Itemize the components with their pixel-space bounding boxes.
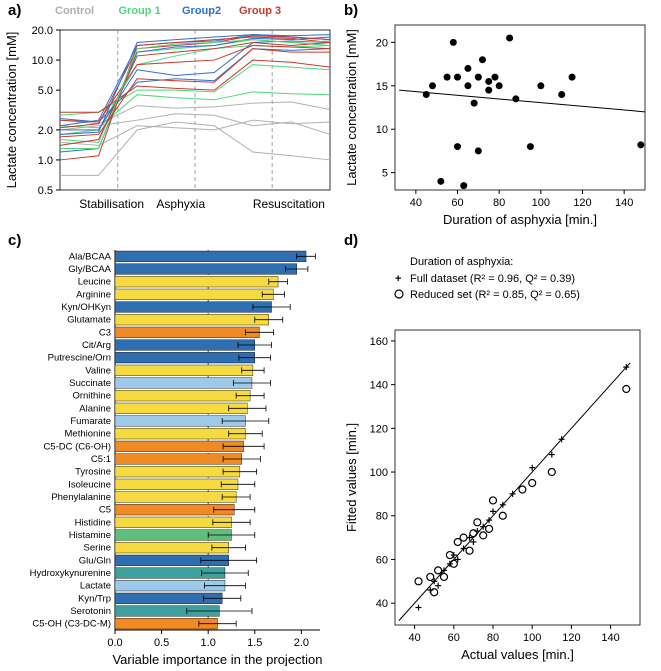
svg-text:5: 5 <box>382 168 388 180</box>
svg-text:80: 80 <box>376 511 388 523</box>
svg-text:Methionine: Methionine <box>65 429 111 440</box>
panel-a-label: a) <box>8 2 21 19</box>
svg-text:Hydroxykynurenine: Hydroxykynurenine <box>30 568 111 579</box>
svg-text:140: 140 <box>615 197 633 209</box>
svg-text:Variable importance in the pro: Variable importance in the projection <box>112 652 322 666</box>
svg-text:60: 60 <box>451 197 463 209</box>
panel-c-svg: 0.0 0.5 1.0 1.5 2.0 Ala/BCAA Gly/BCAA LeucineAr… <box>0 230 340 666</box>
panel-d-svg: Duration of asphyxia: + Full dataset (R² =… <box>340 230 661 666</box>
svg-text:Tyrosine: Tyrosine <box>75 467 111 478</box>
svg-text:Gly/BCAA: Gly/BCAA <box>68 264 111 275</box>
svg-text:15: 15 <box>376 81 388 93</box>
panel-b-svg: 40 60 80 100 120 140 5 10 15 20 Duration of asphyx… <box>340 0 661 230</box>
svg-text:80: 80 <box>487 632 499 644</box>
svg-text:Alanine: Alanine <box>79 403 111 414</box>
svg-text:Serotonin: Serotonin <box>70 606 111 617</box>
svg-text:Stabilisation: Stabilisation <box>79 197 144 211</box>
svg-text:10.0: 10.0 <box>32 55 53 67</box>
svg-text:Fumarate: Fumarate <box>70 416 111 427</box>
svg-text:Lactate: Lactate <box>80 581 111 592</box>
svg-text:10: 10 <box>376 124 388 136</box>
svg-text:1.5: 1.5 <box>247 637 262 649</box>
svg-text:100: 100 <box>523 632 541 644</box>
svg-text:Isoleucine: Isoleucine <box>68 479 111 490</box>
svg-text:Fitted values [min.]: Fitted values [min.] <box>344 423 359 532</box>
svg-text:60: 60 <box>448 632 460 644</box>
svg-text:0.0: 0.0 <box>107 637 122 649</box>
svg-text:C3: C3 <box>99 327 111 338</box>
svg-text:40: 40 <box>376 598 388 610</box>
panel-d-label: d) <box>344 232 358 249</box>
svg-text:Control: Control <box>55 5 94 17</box>
svg-text:60: 60 <box>376 554 388 566</box>
svg-text:Actual values [min.]: Actual values [min.] <box>461 647 574 662</box>
svg-text:C5-DC (C6-OH): C5-DC (C6-OH) <box>43 441 111 452</box>
panel-b-label: b) <box>344 2 358 19</box>
svg-text:Phenylalanine: Phenylalanine <box>51 492 111 503</box>
svg-text:Kyn/Trp: Kyn/Trp <box>78 593 111 604</box>
svg-text:5.0: 5.0 <box>38 85 53 97</box>
svg-text:Reduced set (R² = 0.85, Q² = 0: Reduced set (R² = 0.85, Q² = 0.65) <box>410 289 580 301</box>
svg-text:Leucine: Leucine <box>78 277 111 288</box>
svg-text:C5:1: C5:1 <box>91 454 111 465</box>
svg-text:Group2: Group2 <box>182 5 221 17</box>
svg-text:Arginine: Arginine <box>76 289 111 300</box>
svg-text:Full dataset (R² = 0.96, Q² =: Full dataset (R² = 0.96, Q² = 0.39) <box>410 273 575 285</box>
svg-text:C5-OH (C3-DC-M): C5-OH (C3-DC-M) <box>32 619 111 630</box>
panel-b: b) 40 60 80 100 120 140 5 10 15 20 Duration of asp… <box>340 0 661 230</box>
svg-text:20: 20 <box>376 37 388 49</box>
svg-text:Lactate concentration [mM]: Lactate concentration [mM] <box>344 29 359 186</box>
svg-text:Duration of asphyxia [min.]: Duration of asphyxia [min.] <box>443 212 597 227</box>
svg-text:0.5: 0.5 <box>154 637 169 649</box>
svg-text:Glutamate: Glutamate <box>67 315 111 326</box>
panel-d: d) Duration of asphyxia: + Full dataset (R… <box>340 230 661 666</box>
svg-text:Histamine: Histamine <box>69 530 111 541</box>
figure-grid: a) 0.5 1.0 2.0 5.0 10.0 20.0 Lactate concentra… <box>0 0 661 666</box>
svg-text:C5: C5 <box>99 505 111 516</box>
svg-text:Histidine: Histidine <box>75 517 111 528</box>
svg-text:Succinate: Succinate <box>69 378 111 389</box>
svg-text:Duration of asphyxia:: Duration of asphyxia: <box>410 256 513 268</box>
panel-a: a) 0.5 1.0 2.0 5.0 10.0 20.0 Lactate concentra… <box>0 0 340 230</box>
svg-text:2.0: 2.0 <box>38 125 53 137</box>
svg-text:+: + <box>395 273 401 285</box>
panel-c-label: c) <box>8 232 21 249</box>
svg-text:Kyn/OHKyn: Kyn/OHKyn <box>61 302 111 313</box>
svg-text:40: 40 <box>410 197 422 209</box>
svg-text:40: 40 <box>408 632 420 644</box>
svg-text:120: 120 <box>562 632 580 644</box>
svg-text:Group 1: Group 1 <box>119 5 161 17</box>
svg-text:1.0: 1.0 <box>201 637 216 649</box>
svg-text:2.0: 2.0 <box>294 637 309 649</box>
svg-text:80: 80 <box>493 197 505 209</box>
svg-text:20.0: 20.0 <box>32 25 53 37</box>
svg-text:Valine: Valine <box>85 365 111 376</box>
svg-text:Lactate concentration [mM]: Lactate concentration [mM] <box>4 32 19 189</box>
svg-text:140: 140 <box>601 632 619 644</box>
svg-text:120: 120 <box>370 423 388 435</box>
svg-text:Asphyxia: Asphyxia <box>156 197 205 211</box>
svg-text:Ala/BCAA: Ala/BCAA <box>69 251 112 262</box>
svg-text:Cit/Arg: Cit/Arg <box>82 340 111 351</box>
svg-text:Ornithine: Ornithine <box>72 391 111 402</box>
panel-c: c) 0.0 0.5 1.0 1.5 2.0 Ala/BCAA Gly/BCAA Leucin… <box>0 230 340 666</box>
svg-text:160: 160 <box>370 336 388 348</box>
svg-text:Group 3: Group 3 <box>239 5 281 17</box>
svg-text:0.5: 0.5 <box>38 185 53 197</box>
svg-text:100: 100 <box>532 197 550 209</box>
svg-text:1.0: 1.0 <box>38 155 53 167</box>
svg-text:140: 140 <box>370 380 388 392</box>
svg-text:Resuscitation: Resuscitation <box>253 197 325 211</box>
svg-text:Glu/Gln: Glu/Gln <box>79 555 111 566</box>
svg-text:120: 120 <box>573 197 591 209</box>
svg-text:100: 100 <box>370 467 388 479</box>
svg-text:Serine: Serine <box>84 543 111 554</box>
panel-a-svg: 0.5 1.0 2.0 5.0 10.0 20.0 Lactate concentratio… <box>0 0 340 230</box>
svg-text:Putrescine/Orn: Putrescine/Orn <box>48 353 111 364</box>
